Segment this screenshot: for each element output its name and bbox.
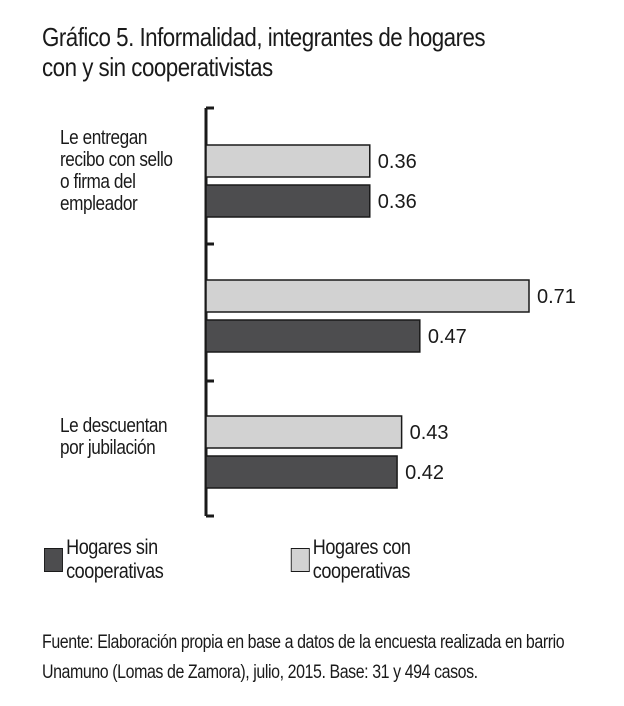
legend-item-con-cooperativas: Hogares con cooperativas bbox=[290, 536, 492, 584]
data-label: 0.47 bbox=[428, 326, 467, 348]
category-label: Le descuentan bbox=[60, 414, 167, 437]
bar bbox=[205, 144, 371, 178]
legend-item-sin-cooperativas: Hogares sin cooperativas bbox=[44, 536, 239, 584]
bar-chart: 0.36 0.71 0.43 0.36 0.47 0.42 Le entreganrecib… bbox=[60, 106, 576, 518]
data-label: 0.36 bbox=[378, 151, 417, 173]
bar bbox=[205, 455, 398, 489]
data-label: 0.71 bbox=[537, 286, 576, 308]
legend-label-sin-cooperativas: Hogares sin cooperativas bbox=[66, 536, 164, 583]
chart-title: Gráfico 5. Informalidad, integrantes de … bbox=[42, 22, 486, 82]
category-label: recibo con sello bbox=[60, 148, 173, 171]
bar bbox=[205, 184, 371, 218]
bar bbox=[205, 319, 421, 353]
legend-swatch-con-cooperativas bbox=[290, 548, 310, 572]
legend: Hogares sin cooperativas Hogares con coo… bbox=[44, 536, 543, 584]
data-label: 0.42 bbox=[405, 462, 444, 484]
category-label: empleador bbox=[60, 192, 138, 215]
legend-label-con-cooperativas: Hogares con cooperativas bbox=[312, 536, 411, 583]
category-label: por jubilación bbox=[60, 436, 155, 459]
data-label: 0.36 bbox=[378, 191, 417, 213]
data-label: 0.43 bbox=[410, 422, 449, 444]
source-note: Fuente: Elaboración propia en base a dat… bbox=[42, 632, 565, 683]
category-label: o firma del bbox=[60, 170, 136, 193]
bar bbox=[205, 279, 530, 313]
legend-swatch-sin-cooperativas bbox=[44, 548, 63, 572]
bar bbox=[205, 415, 403, 449]
category-label: Le entregan bbox=[60, 126, 147, 149]
